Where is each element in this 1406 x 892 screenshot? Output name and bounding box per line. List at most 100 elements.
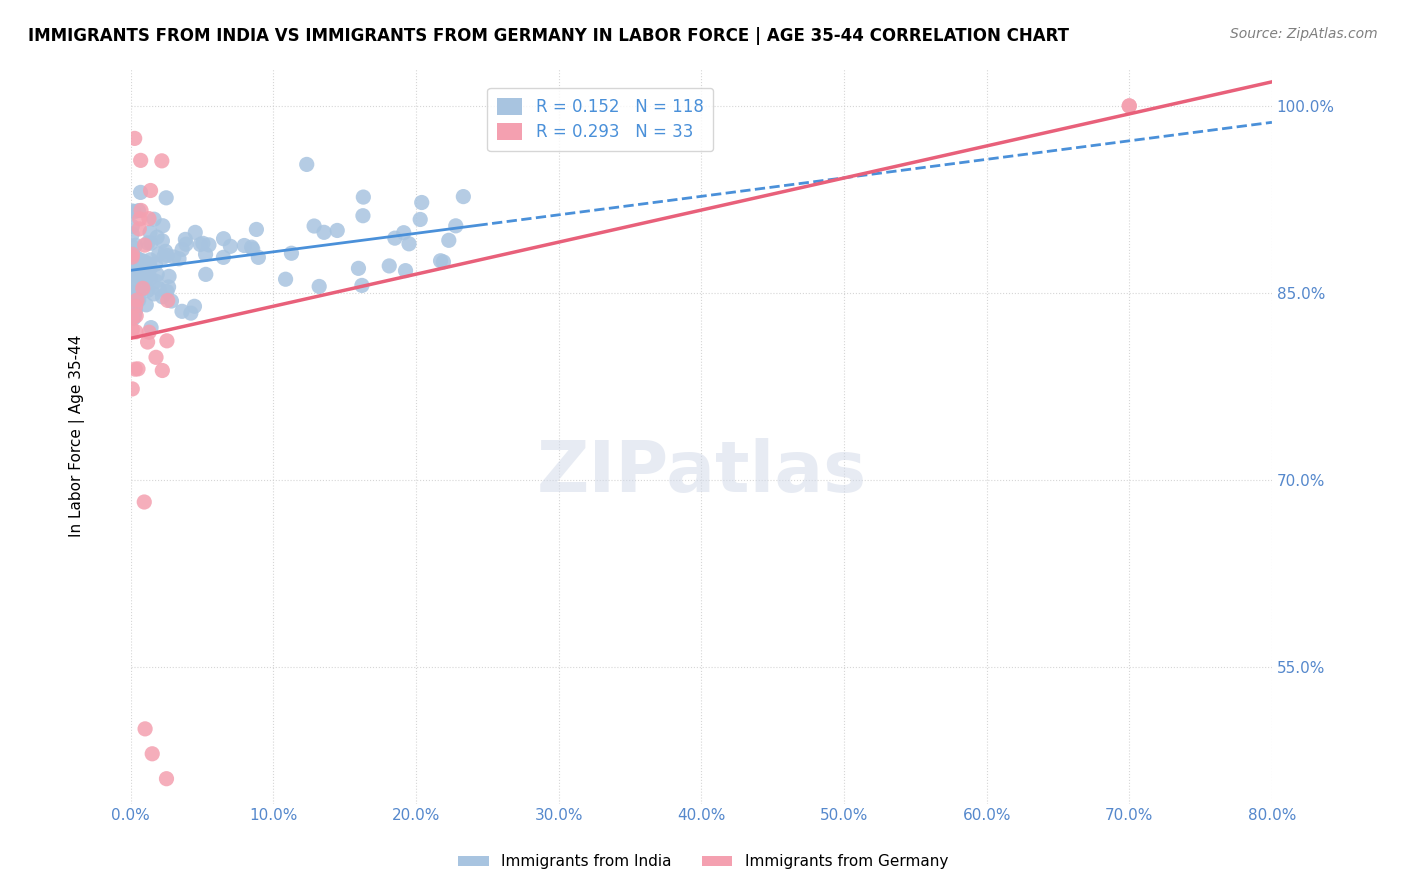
- Immigrants from Germany: [141, 747, 163, 761]
- Immigrants from India: [121, 227, 143, 241]
- Immigrants from India: [152, 219, 174, 233]
- Immigrants from India: [152, 290, 174, 304]
- Legend: R = 0.152   N = 118, R = 0.293   N = 33: R = 0.152 N = 118, R = 0.293 N = 33: [488, 88, 713, 151]
- Immigrants from India: [156, 285, 179, 299]
- Immigrants from India: [308, 279, 330, 293]
- Immigrants from Germany: [124, 362, 146, 376]
- Immigrants from India: [347, 261, 370, 276]
- Immigrants from India: [184, 226, 207, 240]
- Immigrants from India: [124, 264, 146, 278]
- Immigrants from Germany: [121, 247, 143, 261]
- Immigrants from Germany: [134, 722, 156, 736]
- Immigrants from Germany: [121, 310, 143, 325]
- Immigrants from India: [135, 298, 157, 312]
- Immigrants from India: [247, 251, 270, 265]
- Immigrants from India: [174, 237, 197, 252]
- Immigrants from India: [121, 296, 143, 310]
- Immigrants from India: [125, 287, 148, 301]
- Immigrants from India: [212, 251, 235, 265]
- Immigrants from India: [242, 242, 264, 256]
- Immigrants from India: [302, 219, 325, 233]
- Immigrants from India: [135, 271, 157, 285]
- Immigrants from India: [148, 247, 170, 261]
- Immigrants from India: [155, 244, 177, 259]
- Immigrants from India: [128, 253, 150, 268]
- Immigrants from India: [145, 274, 167, 288]
- Immigrants from India: [152, 250, 174, 264]
- Immigrants from India: [122, 281, 145, 295]
- Immigrants from India: [132, 277, 155, 292]
- Immigrants from Germany: [155, 772, 177, 786]
- Immigrants from Germany: [134, 495, 156, 509]
- Immigrants from India: [139, 271, 162, 285]
- Immigrants from India: [219, 239, 242, 253]
- Immigrants from Germany: [138, 211, 160, 226]
- Immigrants from India: [429, 253, 451, 268]
- Immigrants from India: [128, 293, 150, 308]
- Immigrants from India: [155, 191, 177, 205]
- Immigrants from India: [194, 247, 217, 261]
- Immigrants from India: [121, 247, 143, 261]
- Immigrants from India: [183, 299, 205, 313]
- Immigrants from Germany: [145, 351, 167, 365]
- Immigrants from India: [124, 291, 146, 305]
- Immigrants from India: [127, 265, 149, 279]
- Immigrants from Germany: [121, 250, 143, 264]
- Immigrants from India: [124, 301, 146, 315]
- Immigrants from India: [127, 252, 149, 266]
- Immigrants from India: [156, 248, 179, 262]
- Immigrants from India: [143, 212, 166, 227]
- Immigrants from Germany: [129, 153, 152, 168]
- Immigrants from India: [127, 260, 149, 275]
- Immigrants from India: [136, 235, 159, 250]
- Immigrants from India: [384, 231, 406, 245]
- Text: Source: ZipAtlas.com: Source: ZipAtlas.com: [1230, 27, 1378, 41]
- Immigrants from India: [233, 238, 256, 252]
- Immigrants from India: [122, 311, 145, 326]
- Immigrants from Germany: [139, 184, 162, 198]
- Immigrants from Germany: [1118, 99, 1140, 113]
- Immigrants from India: [432, 255, 454, 269]
- Immigrants from India: [157, 280, 180, 294]
- Immigrants from India: [139, 236, 162, 251]
- Immigrants from India: [160, 293, 183, 308]
- Immigrants from India: [139, 320, 162, 334]
- Immigrants from Germany: [134, 238, 156, 252]
- Immigrants from Germany: [121, 382, 143, 396]
- Immigrants from Germany: [150, 153, 173, 168]
- Immigrants from India: [128, 286, 150, 301]
- Immigrants from India: [121, 301, 143, 316]
- Immigrants from Germany: [138, 325, 160, 339]
- Immigrants from India: [121, 253, 143, 268]
- Immigrants from Germany: [156, 293, 179, 308]
- Immigrants from India: [394, 263, 416, 277]
- Immigrants from India: [129, 186, 152, 200]
- Immigrants from Germany: [1118, 99, 1140, 113]
- Immigrants from India: [129, 255, 152, 269]
- Immigrants from India: [212, 232, 235, 246]
- Immigrants from India: [411, 195, 433, 210]
- Immigrants from India: [121, 219, 143, 234]
- Immigrants from India: [134, 260, 156, 274]
- Immigrants from India: [121, 240, 143, 254]
- Immigrants from India: [240, 240, 263, 254]
- Immigrants from India: [312, 225, 335, 239]
- Immigrants from India: [444, 219, 467, 233]
- Immigrants from Germany: [128, 211, 150, 226]
- Immigrants from India: [124, 250, 146, 264]
- Immigrants from India: [124, 268, 146, 282]
- Immigrants from India: [121, 300, 143, 314]
- Immigrants from India: [167, 252, 190, 266]
- Immigrants from Germany: [125, 293, 148, 308]
- Immigrants from India: [453, 189, 475, 203]
- Immigrants from Germany: [121, 322, 143, 336]
- Immigrants from India: [150, 234, 173, 248]
- Immigrants from Germany: [127, 362, 149, 376]
- Legend: Immigrants from India, Immigrants from Germany: Immigrants from India, Immigrants from G…: [451, 848, 955, 875]
- Immigrants from India: [170, 304, 193, 318]
- Immigrants from India: [194, 268, 217, 282]
- Immigrants from Germany: [129, 203, 152, 218]
- Immigrants from India: [280, 246, 302, 260]
- Immigrants from India: [180, 306, 202, 320]
- Immigrants from India: [172, 243, 194, 257]
